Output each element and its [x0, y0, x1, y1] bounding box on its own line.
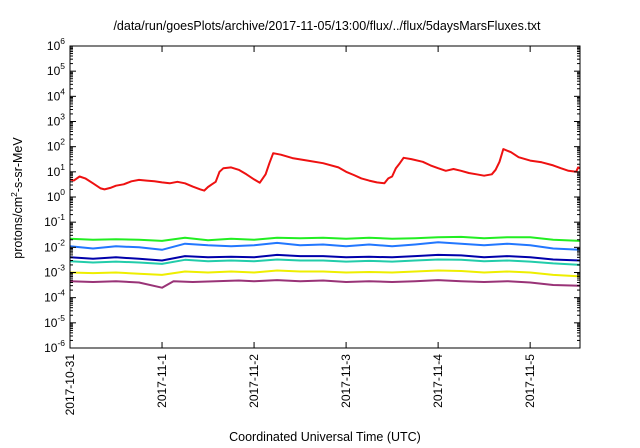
x-axis-label: Coordinated Universal Time (UTC) — [229, 430, 421, 444]
y-tick-label-base: 10 — [47, 115, 61, 129]
y-tick-label: 103 — [47, 112, 65, 129]
y-tick-label: 10-4 — [44, 288, 65, 305]
y-tick-label-exponent: -2 — [57, 237, 65, 247]
x-tick-label: 2017-11-3 — [339, 354, 353, 408]
y-tick-label: 100 — [47, 187, 65, 204]
x-tick-label: 2017-10-31 — [63, 354, 77, 416]
y-tick-label-exponent: 6 — [60, 36, 65, 46]
y-tick-label-exponent: -5 — [57, 313, 65, 323]
y-tick-label-base: 10 — [44, 341, 58, 355]
series-line-1 — [69, 148, 581, 192]
y-tick-label: 105 — [47, 61, 65, 78]
y-tick-label: 10-6 — [44, 338, 65, 355]
y-tick-label-exponent: -1 — [57, 212, 65, 222]
y-tick-label-exponent: 3 — [60, 112, 65, 122]
y-tick-label-base: 10 — [44, 316, 58, 330]
x-tick-label: 2017-11-2 — [247, 354, 261, 408]
svg-text:protons/cm2-s-sr-MeV: protons/cm2-s-sr-MeV — [9, 137, 25, 259]
y-tick-label-exponent: 1 — [60, 162, 65, 172]
y-tick-label-base: 10 — [44, 240, 58, 254]
y-tick-label: 106 — [47, 36, 65, 53]
x-axis: 2017-10-31 2017-11-1 2017-11-2 2017-11-3 201… — [63, 46, 537, 415]
y-axis-label-superscript: 2 — [9, 192, 19, 197]
y-tick-label-base: 10 — [47, 89, 61, 103]
y-tick-label: 104 — [47, 86, 65, 103]
y-tick-label-base: 10 — [47, 64, 61, 78]
y-tick-label: 102 — [47, 137, 65, 154]
y-tick-label: 10-5 — [44, 313, 65, 330]
y-axis: 10-610-510-410-310-210-11001011021031041… — [44, 36, 580, 355]
chart-title: /data/run/goesPlots/archive/2017-11-05/1… — [113, 19, 541, 33]
y-tick-label: 10-1 — [44, 212, 65, 229]
series-line-4 — [69, 253, 581, 262]
y-tick-label-base: 10 — [44, 291, 58, 305]
series-line-5 — [69, 258, 581, 266]
y-tick-label-base: 10 — [47, 165, 61, 179]
plot-frame — [69, 45, 581, 349]
y-tick-label-base: 10 — [44, 215, 58, 229]
y-tick-label-exponent: 2 — [60, 137, 65, 147]
y-tick-label: 10-2 — [44, 237, 65, 254]
y-axis-label: protons/cm2-s-sr-MeV — [9, 137, 25, 259]
y-tick-label-base: 10 — [47, 140, 61, 154]
y-tick-label-exponent: -4 — [57, 288, 65, 298]
y-tick-label-exponent: 5 — [60, 61, 65, 71]
y-tick-label-exponent: 4 — [60, 86, 65, 96]
x-tick-label: 2017-11-5 — [523, 354, 537, 408]
series-line-6 — [69, 269, 581, 278]
y-tick-label-base: 10 — [44, 266, 58, 280]
y-tick-label-exponent: -3 — [57, 263, 65, 273]
series-line-3 — [69, 241, 581, 251]
y-tick-label-exponent: -6 — [57, 338, 65, 348]
y-tick-label-base: 10 — [47, 190, 61, 204]
series-line-2 — [69, 235, 581, 242]
y-tick-label: 101 — [47, 162, 65, 179]
y-axis-label-prefix: protons/cm — [11, 197, 25, 259]
x-tick-label: 2017-11-4 — [431, 354, 445, 408]
y-axis-label-suffix: -s-sr-MeV — [11, 137, 25, 193]
y-tick-label-exponent: 0 — [60, 187, 65, 197]
y-tick-label: 10-3 — [44, 263, 65, 280]
series-line-7 — [69, 279, 581, 289]
series-layer — [69, 148, 581, 289]
x-tick-label: 2017-11-1 — [155, 354, 169, 408]
y-tick-label-base: 10 — [47, 39, 61, 53]
